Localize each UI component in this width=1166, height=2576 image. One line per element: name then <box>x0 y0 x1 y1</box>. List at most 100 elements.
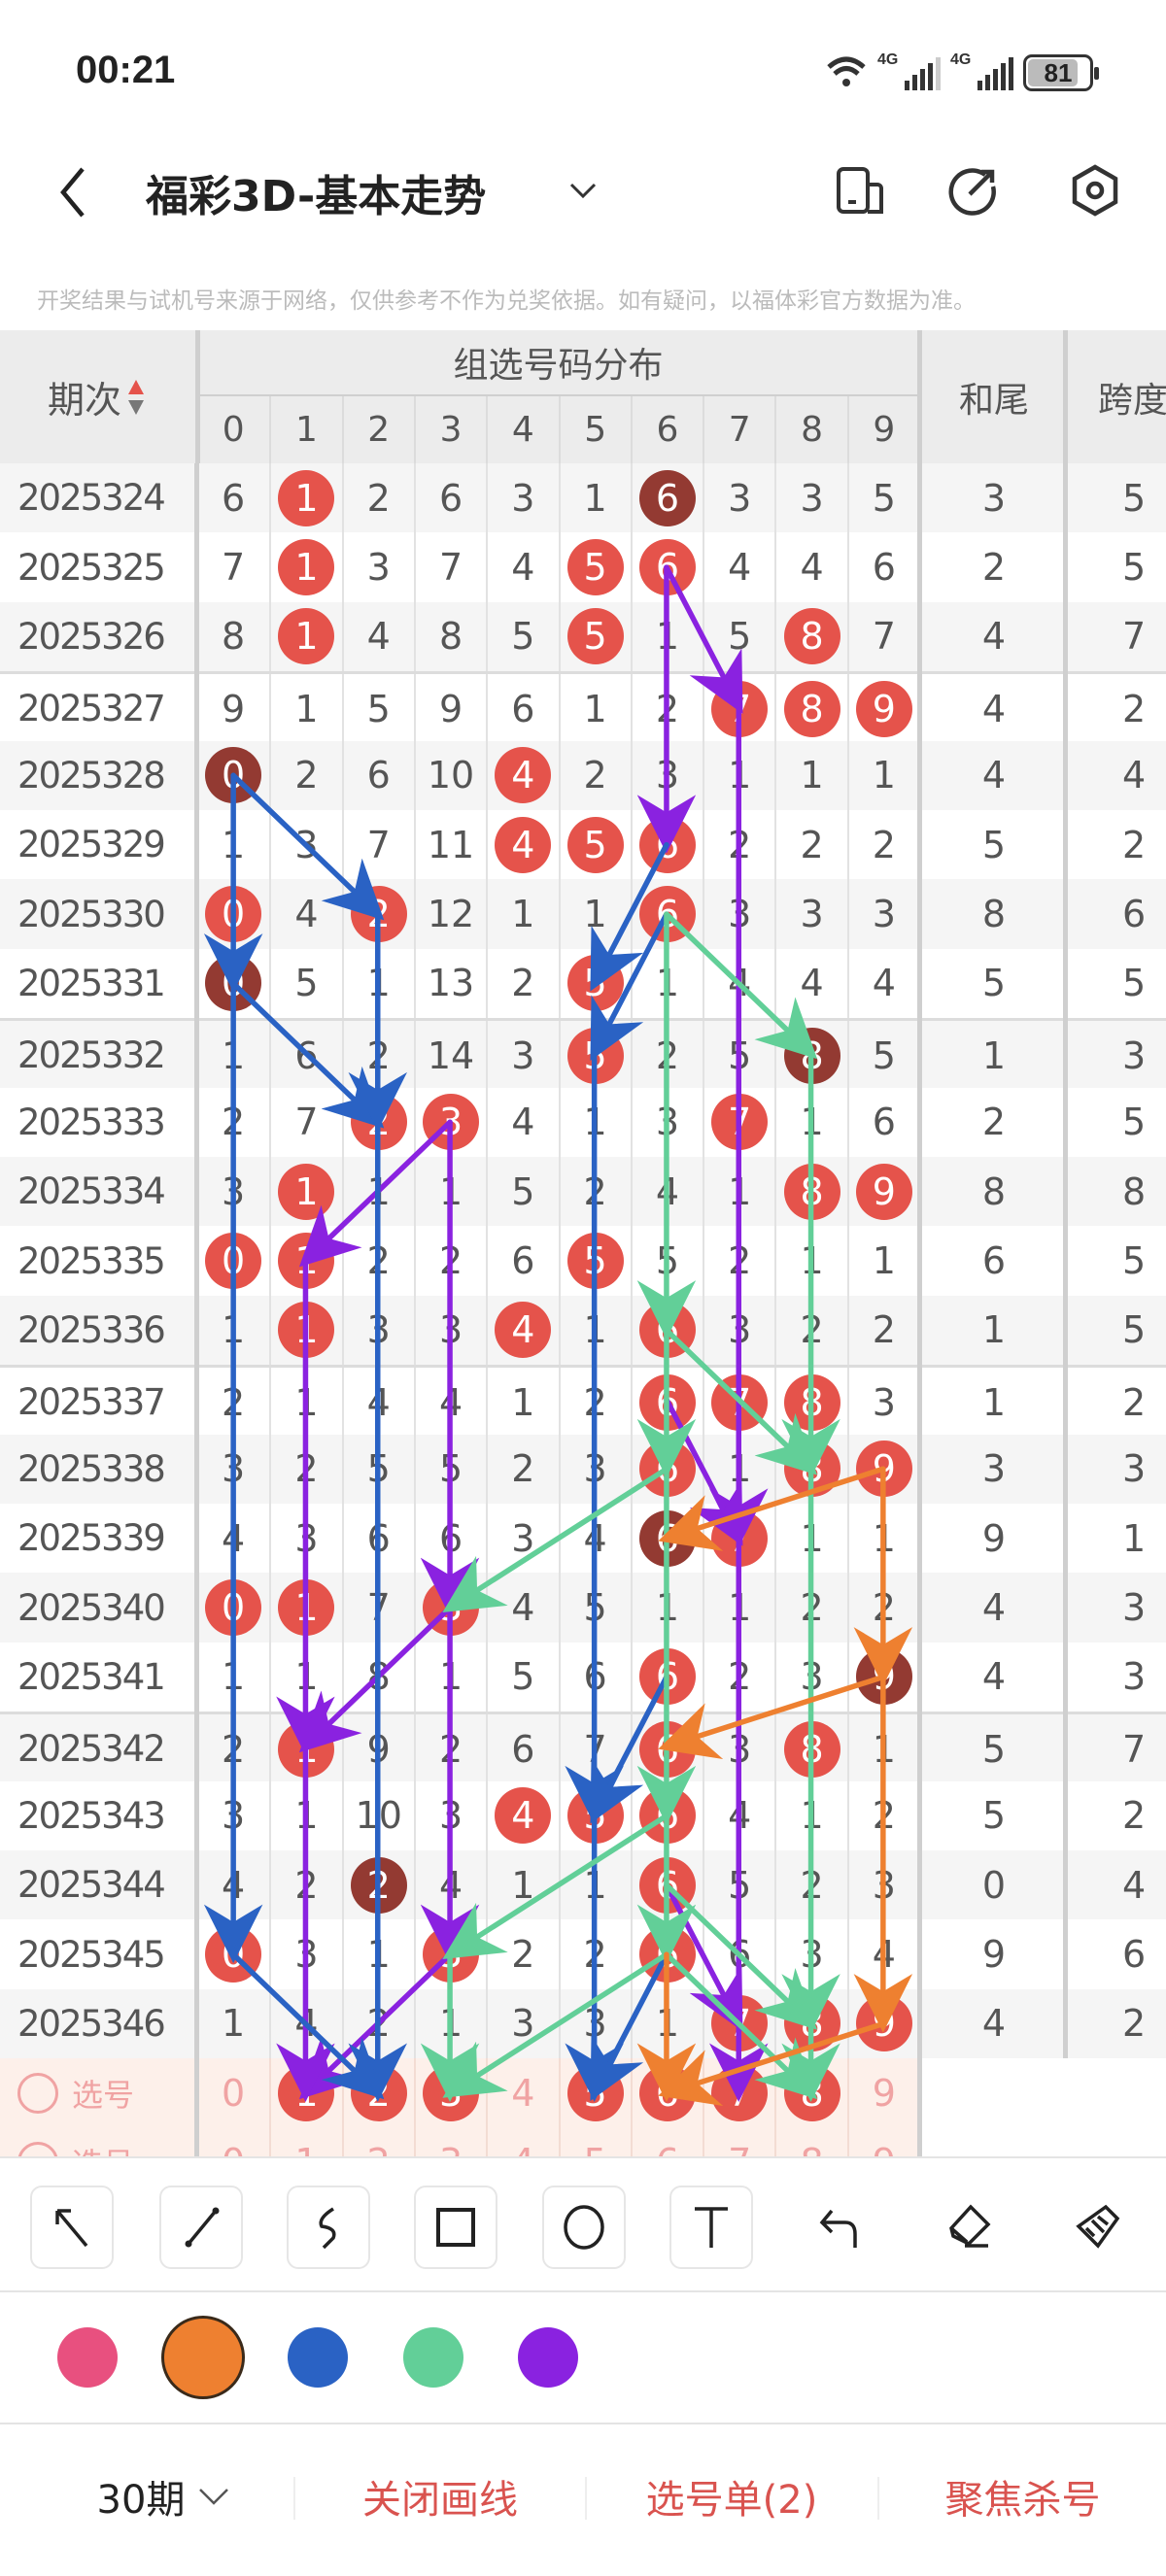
selection-list-button[interactable]: 选号单(2) <box>645 2478 818 2523</box>
select-digit-2[interactable]: 2 <box>341 2127 414 2156</box>
digit-cell-9: 9 <box>846 674 919 744</box>
digit-cell-3: 8 <box>413 601 486 672</box>
purple-arrow-drawing[interactable] <box>664 564 743 714</box>
digit-cell-2: 2 <box>341 463 414 533</box>
select-digit-0[interactable]: 0 <box>197 2128 269 2156</box>
blue-arrow-drawing[interactable] <box>590 841 669 992</box>
color-swatch-purple[interactable] <box>518 2327 578 2388</box>
select-digit-7[interactable]: 7 <box>703 2127 774 2156</box>
issue-number: 2025341 <box>17 1655 166 1698</box>
eraser-button[interactable] <box>928 2186 1012 2269</box>
select-digit-3[interactable]: 3 <box>413 2127 486 2156</box>
back-icon[interactable] <box>53 165 92 220</box>
digit-cell-6: 6 <box>630 463 703 533</box>
hit-number-ball: 5 <box>566 608 624 665</box>
blue-arrow-drawing[interactable] <box>230 1951 385 2100</box>
share-icon[interactable] <box>946 163 1001 218</box>
span-value: 3 <box>1122 1034 1147 1077</box>
trend-table-body[interactable]: 2025324612631633535202532571374564462520… <box>0 463 1166 2156</box>
color-swatch-pink[interactable] <box>57 2327 118 2388</box>
span-value: 3 <box>1122 1655 1147 1699</box>
digit-cell-8: 2 <box>774 810 846 880</box>
span-value: 5 <box>1122 1239 1147 1283</box>
digit-cell-9: 9 <box>846 1157 919 1227</box>
select-digit-8[interactable]: 8 <box>774 2127 846 2156</box>
orange-arrow-drawing[interactable] <box>658 1674 886 1760</box>
select-digit-6[interactable]: 6 <box>630 2127 703 2156</box>
hit-number-ball: 5 <box>566 816 624 873</box>
color-swatch-green[interactable] <box>403 2327 463 2388</box>
issue-number: 2025345 <box>17 1933 166 1976</box>
green-arrow-drawing[interactable] <box>442 1951 669 2098</box>
select-digit-9[interactable]: 9 <box>846 2058 919 2128</box>
orange-arrow-drawing[interactable] <box>658 1466 886 1551</box>
digit-header-9: 9 <box>846 396 919 463</box>
purple-arrow-drawing[interactable] <box>664 1881 743 2032</box>
digit-header-2: 2 <box>341 396 414 463</box>
page-title[interactable]: 福彩3D-基本走势 <box>146 172 487 221</box>
digit-cell-4: 5 <box>486 1642 558 1712</box>
span-value: 3 <box>1122 1586 1147 1630</box>
sum-tail-value: 1 <box>981 1380 1007 1424</box>
span-value: 1 <box>1122 1516 1147 1560</box>
select-digit-4[interactable]: 4 <box>486 2127 558 2156</box>
issue-number: 2025335 <box>17 1239 166 1282</box>
color-swatch-orange[interactable] <box>161 2316 245 2399</box>
hit-number-ball: 4 <box>495 747 552 804</box>
close-drawing-button[interactable]: 关闭画线 <box>362 2478 518 2523</box>
chevron-down-icon[interactable] <box>566 179 600 202</box>
issue-column-header[interactable]: 期次 <box>0 330 194 463</box>
drawing-layer[interactable] <box>0 463 1166 2156</box>
select-digit-1[interactable]: 1 <box>269 2127 341 2156</box>
selection-row-label[interactable]: 选号 <box>0 2128 194 2156</box>
orange-arrow-drawing[interactable] <box>658 2020 886 2107</box>
sort-icon[interactable] <box>125 376 147 419</box>
green-arrow-drawing[interactable] <box>664 911 818 1060</box>
blue-arrow-drawing[interactable] <box>230 772 385 921</box>
arrow-tool-button[interactable] <box>30 2186 114 2269</box>
green-arrow-drawing[interactable] <box>442 1466 669 1612</box>
period-selector[interactable]: 30期 <box>68 2467 262 2525</box>
rectangle-tool-button[interactable] <box>414 2186 497 2269</box>
color-swatch-blue[interactable] <box>288 2327 348 2388</box>
select-digit-5[interactable]: 5 <box>558 2127 631 2156</box>
column-divider <box>1063 463 1068 2059</box>
line-tool-button[interactable] <box>159 2186 243 2269</box>
digit-header-1: 1 <box>269 396 341 463</box>
issue-number: 2025332 <box>17 1034 166 1077</box>
sum-tail-value: 8 <box>981 893 1007 936</box>
span-value: 5 <box>1122 546 1147 590</box>
radio-button[interactable] <box>17 2072 58 2114</box>
digit-cell-9: 5 <box>846 1021 919 1091</box>
clear-all-button[interactable] <box>1055 2186 1139 2269</box>
digit-cell-4: 4 <box>486 1780 558 1850</box>
text-tool-button[interactable] <box>669 2186 753 2269</box>
select-digit-9[interactable]: 9 <box>846 2127 919 2156</box>
blue-arrow-drawing[interactable] <box>590 1951 669 2101</box>
sum-tail-value: 5 <box>981 1727 1007 1771</box>
digit-cell-0: 6 <box>222 476 246 520</box>
focus-kill-button[interactable]: 聚焦杀号 <box>944 2478 1101 2523</box>
sum-tail-value: 4 <box>981 2002 1007 2046</box>
select-digit-0[interactable]: 0 <box>222 2071 246 2115</box>
selection-row-label[interactable]: 选号 <box>0 2058 194 2127</box>
hit-number-ball: 9 <box>855 680 912 737</box>
hit-number-ball: 1 <box>278 539 335 596</box>
blue-arrow-drawing[interactable] <box>590 1674 669 1824</box>
green-arrow-drawing[interactable] <box>664 1327 818 1475</box>
green-arrow-drawing[interactable] <box>442 1813 669 1959</box>
digit-cell-0: 1 <box>222 2002 246 2046</box>
hit-number-ball: 5 <box>566 539 624 596</box>
span-value: 4 <box>1122 754 1147 797</box>
curve-tool-button[interactable] <box>287 2186 370 2269</box>
circle-tool-button[interactable] <box>542 2186 626 2269</box>
settings-icon[interactable] <box>1068 163 1122 218</box>
undo-button[interactable] <box>799 2186 882 2269</box>
sum-tail-value: 9 <box>981 1933 1007 1977</box>
phone-layout-icon[interactable] <box>833 163 887 218</box>
blue-arrow-drawing[interactable] <box>230 980 385 1129</box>
broom-icon <box>1076 2204 1120 2249</box>
blue-arrow-drawing[interactable] <box>590 911 669 1061</box>
status-time: 00:21 <box>76 49 176 91</box>
hit-number-ball: 1 <box>278 469 335 526</box>
